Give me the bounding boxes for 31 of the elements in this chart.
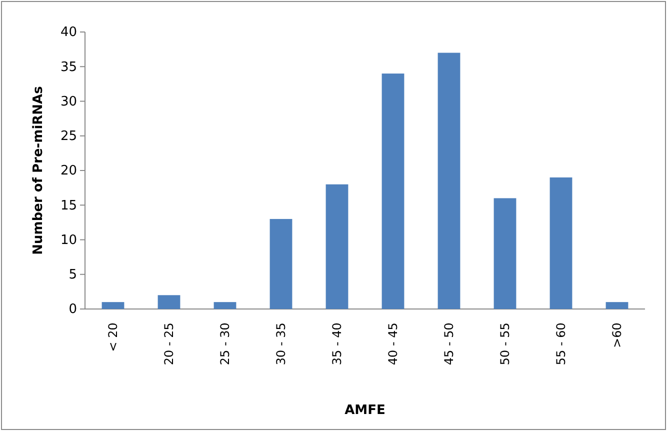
y-tick-label: 20 <box>60 164 77 179</box>
bar <box>214 302 236 309</box>
x-tick-label: 40 - 45 <box>386 322 400 366</box>
x-tick-label: < 20 <box>106 322 120 352</box>
y-tick-label: 30 <box>60 94 77 110</box>
x-tick-label: >60 <box>610 322 624 348</box>
x-tick-label: 45 - 50 <box>442 322 456 366</box>
y-tick-label: 40 <box>60 25 77 40</box>
x-tick-label: 20 - 25 <box>162 322 176 366</box>
bar <box>438 52 460 309</box>
y-tick-label: 0 <box>68 302 77 318</box>
bar <box>382 74 404 309</box>
y-tick-label: 15 <box>60 198 77 214</box>
y-tick-label: 10 <box>60 232 77 248</box>
x-axis-title: AMFE <box>344 403 386 418</box>
x-tick-label: 35 - 40 <box>330 322 344 366</box>
y-tick-label: 5 <box>68 268 77 283</box>
bar <box>158 295 180 309</box>
bar <box>326 184 348 309</box>
y-axis-title: Number of Pre-miRNAs <box>31 86 46 255</box>
bar <box>102 302 124 309</box>
y-tick-label: 35 <box>60 60 77 75</box>
x-tick-label: 55 - 60 <box>554 322 568 366</box>
y-tick-label: 25 <box>60 129 77 144</box>
x-tick-label: 25 - 30 <box>218 322 232 366</box>
x-tick-label: 50 - 55 <box>498 322 512 366</box>
bar <box>550 177 572 309</box>
x-tick-label: 30 - 35 <box>274 322 288 366</box>
bar <box>494 198 516 309</box>
bar <box>270 218 292 309</box>
bar <box>606 302 628 309</box>
